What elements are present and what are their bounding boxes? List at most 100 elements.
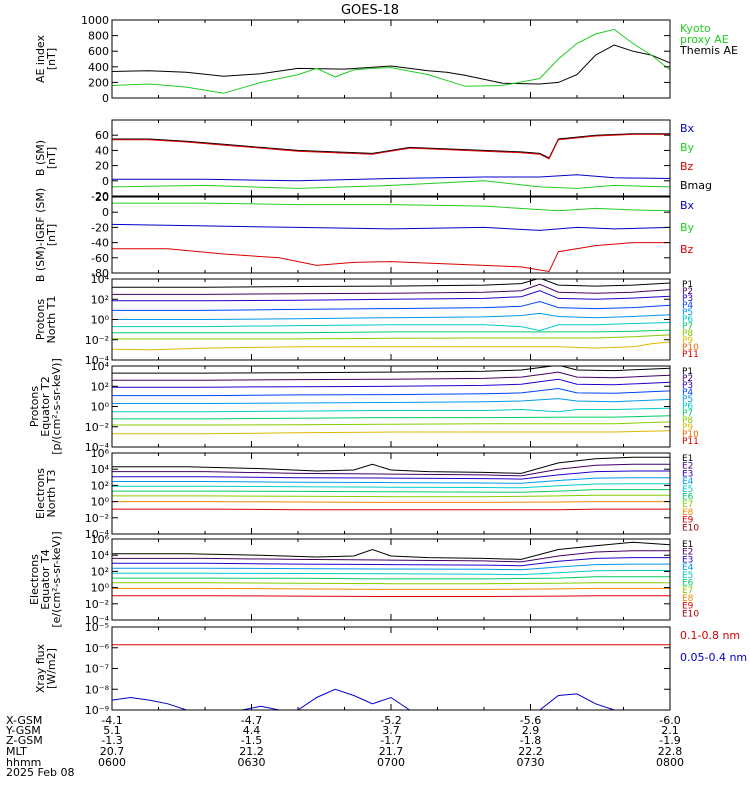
panel-series <box>112 366 670 435</box>
legend-entry: Kyoto <box>680 22 711 35</box>
legend-entry: E10 <box>682 609 699 619</box>
series-e8 <box>112 501 670 503</box>
footer-row-label: Z-GSM <box>6 734 43 747</box>
legend-entry: E9 <box>682 516 694 526</box>
footer-row-label: X-GSM <box>6 714 42 727</box>
footer-value: -5.6 <box>520 714 541 727</box>
y-tick-label: 10⁶ <box>91 533 110 546</box>
legend-entry: P7 <box>682 322 693 332</box>
y-tick-label: 10⁻² <box>85 598 109 611</box>
y-axis-label: Electrons <box>34 468 47 519</box>
series-by <box>112 202 670 212</box>
footer-value: 20.7 <box>100 745 125 758</box>
y-tick-label: 10⁰ <box>91 582 110 595</box>
series-e9 <box>112 508 670 511</box>
series-e5 <box>112 570 670 576</box>
y-axis-label: Electrons <box>28 554 41 605</box>
panel-2: -20 0 20 40 60 B (SM)[nT] Bx By Bz Bmag <box>34 119 712 203</box>
y-axis-label: North T3 <box>45 470 58 518</box>
series-e9 <box>112 595 670 597</box>
panel-frame <box>111 365 671 448</box>
y-axis-label: Equator T4 <box>39 549 52 609</box>
y-axis-label: [e/(cm²-s-sr-keV)] <box>50 531 63 627</box>
panel-series <box>112 644 670 710</box>
legend-entry: E5 <box>682 571 693 581</box>
y-axis-label: [nT] <box>45 48 58 70</box>
y-tick-label: 10⁻² <box>85 421 109 434</box>
y-tick-label: 10⁻⁹ <box>85 704 109 717</box>
footer-value: 0730 <box>517 756 545 769</box>
legend-entry: 0.1-0.8 nm <box>680 629 740 642</box>
y-tick-label: 200 <box>88 76 109 89</box>
legend-entry: P5 <box>682 395 693 405</box>
legend-entry: Bmag <box>680 179 712 192</box>
footer-value: 0630 <box>238 756 266 769</box>
y-tick-label: -20 <box>91 221 109 234</box>
y-tick-label: 10⁻⁶ <box>85 642 110 655</box>
footer-value: 0800 <box>656 756 684 769</box>
footer-value: 21.7 <box>379 745 404 758</box>
y-tick-label: -60 <box>91 252 109 265</box>
series-p7 <box>112 415 670 420</box>
y-tick-label: 10⁴ <box>91 463 110 476</box>
panel-frame <box>111 452 671 535</box>
y-tick-label: 10⁶ <box>91 447 110 460</box>
legend-entry: P8 <box>682 329 693 339</box>
legend-entry: P6 <box>682 315 693 325</box>
footer-value: -4.7 <box>241 714 262 727</box>
footer-value: 2.9 <box>522 724 540 737</box>
footer-row-label: 2025 Feb 08 <box>6 766 74 779</box>
legend-entry: E6 <box>682 579 694 589</box>
series-e3 <box>112 557 670 567</box>
y-tick-label: 400 <box>88 61 109 74</box>
legend-entry: P10 <box>682 430 699 440</box>
footer-value: 0700 <box>377 756 405 769</box>
series-p8 <box>112 334 670 340</box>
y-tick-label: 10⁻⁴ <box>85 614 110 627</box>
legend-entry: P4 <box>682 388 693 398</box>
legend-entry: E2 <box>682 548 693 558</box>
series-e2 <box>112 550 670 563</box>
legend-entry: P11 <box>682 350 699 360</box>
series-p6 <box>112 322 670 332</box>
legend-entry: Bx <box>680 122 695 135</box>
y-tick-label: 10⁰ <box>91 401 110 414</box>
footer-value: -1.9 <box>659 734 680 747</box>
legend-entry: P9 <box>682 336 693 346</box>
legend-entry: E7 <box>682 586 693 596</box>
footer-value: 22.8 <box>658 745 683 758</box>
series-e8 <box>112 587 670 590</box>
panel-series <box>112 133 670 189</box>
legend-entry: P3 <box>682 294 693 304</box>
legend-entry: By <box>680 221 695 234</box>
series-e7 <box>112 582 670 585</box>
series-p8 <box>112 421 670 426</box>
y-tick-label: 10² <box>91 479 109 492</box>
legend-entry: P6 <box>682 402 693 412</box>
y-tick-label: 10⁻⁴ <box>85 441 110 454</box>
y-tick-label: 10⁰ <box>91 496 110 509</box>
series-e4 <box>112 477 670 484</box>
panel-frame <box>111 538 671 621</box>
series-e4 <box>112 563 670 571</box>
series-p2 <box>112 283 670 295</box>
legend-entry: P1 <box>682 367 693 377</box>
y-tick-label: 60 <box>95 129 109 142</box>
legend-entry: proxy AE <box>680 33 729 46</box>
footer-row-label: Y-GSM <box>5 724 41 737</box>
y-tick-label: 0 <box>102 175 109 188</box>
footer-value: -1.7 <box>380 734 401 747</box>
series-e6 <box>112 489 670 493</box>
series-bz <box>112 133 670 160</box>
series-0-05-0-4-nm <box>112 688 670 710</box>
series-p3 <box>112 290 670 302</box>
legend-entry: 0.05-0.4 nm <box>680 651 747 664</box>
legend-entry: E10 <box>682 523 699 533</box>
y-axis-label: Xray flux <box>34 643 47 693</box>
y-tick-label: 10⁰ <box>91 314 110 327</box>
legend-entry: P7 <box>682 409 693 419</box>
series-bx <box>112 223 670 231</box>
